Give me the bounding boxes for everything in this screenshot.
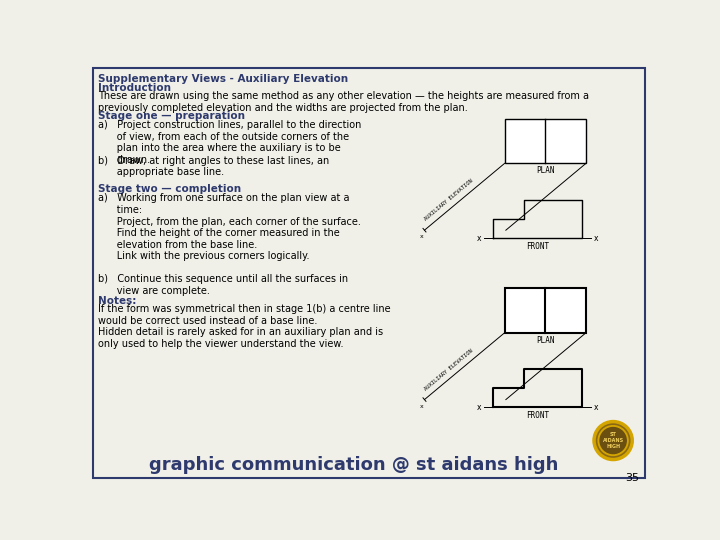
- Text: PLAN: PLAN: [536, 336, 554, 345]
- Text: a)   Project construction lines, parallel to the direction
      of view, from e: a) Project construction lines, parallel …: [98, 120, 361, 165]
- Text: Stage two — completion: Stage two — completion: [98, 184, 241, 194]
- Text: Supplementary Views - Auxiliary Elevation: Supplementary Views - Auxiliary Elevatio…: [98, 74, 348, 84]
- Text: graphic communication @ st aidans high: graphic communication @ st aidans high: [149, 456, 558, 474]
- Text: x: x: [594, 403, 598, 412]
- Text: ST
AIDANS
HIGH: ST AIDANS HIGH: [603, 432, 624, 449]
- Text: a)   Working from one surface on the plan view at a
      time:
      Project, f: a) Working from one surface on the plan …: [98, 193, 361, 261]
- Text: b)   Draw, at right angles to these last lines, an
      appropriate base line.: b) Draw, at right angles to these last l…: [98, 156, 329, 177]
- Text: x: x: [594, 233, 598, 242]
- Text: AUXILIARY ELEVATION: AUXILIARY ELEVATION: [423, 348, 474, 392]
- Text: Stage one — preparation: Stage one — preparation: [98, 111, 245, 121]
- Text: b)   Continue this sequence until all the surfaces in
      view are complete.: b) Continue this sequence until all the …: [98, 274, 348, 296]
- Text: FRONT: FRONT: [526, 411, 549, 420]
- Text: Introduction: Introduction: [98, 83, 171, 92]
- Text: x: x: [477, 233, 482, 242]
- Text: x: x: [420, 404, 423, 409]
- Text: AUXILIARY ELEVATION: AUXILIARY ELEVATION: [423, 178, 474, 222]
- Text: If the form was symmetrical then in stage 1(b) a centre line
would be correct us: If the form was symmetrical then in stag…: [98, 304, 390, 349]
- Text: These are drawn using the same method as any other elevation — the heights are m: These are drawn using the same method as…: [98, 91, 589, 112]
- Bar: [505, 288, 586, 333]
- Text: x: x: [477, 403, 482, 412]
- Text: Notes:: Notes:: [98, 296, 136, 306]
- Circle shape: [593, 421, 634, 461]
- Text: 35: 35: [625, 473, 639, 483]
- Text: FRONT: FRONT: [526, 242, 549, 251]
- Bar: [505, 119, 586, 164]
- Circle shape: [600, 428, 626, 454]
- Text: PLAN: PLAN: [536, 166, 554, 176]
- Text: x: x: [420, 234, 423, 239]
